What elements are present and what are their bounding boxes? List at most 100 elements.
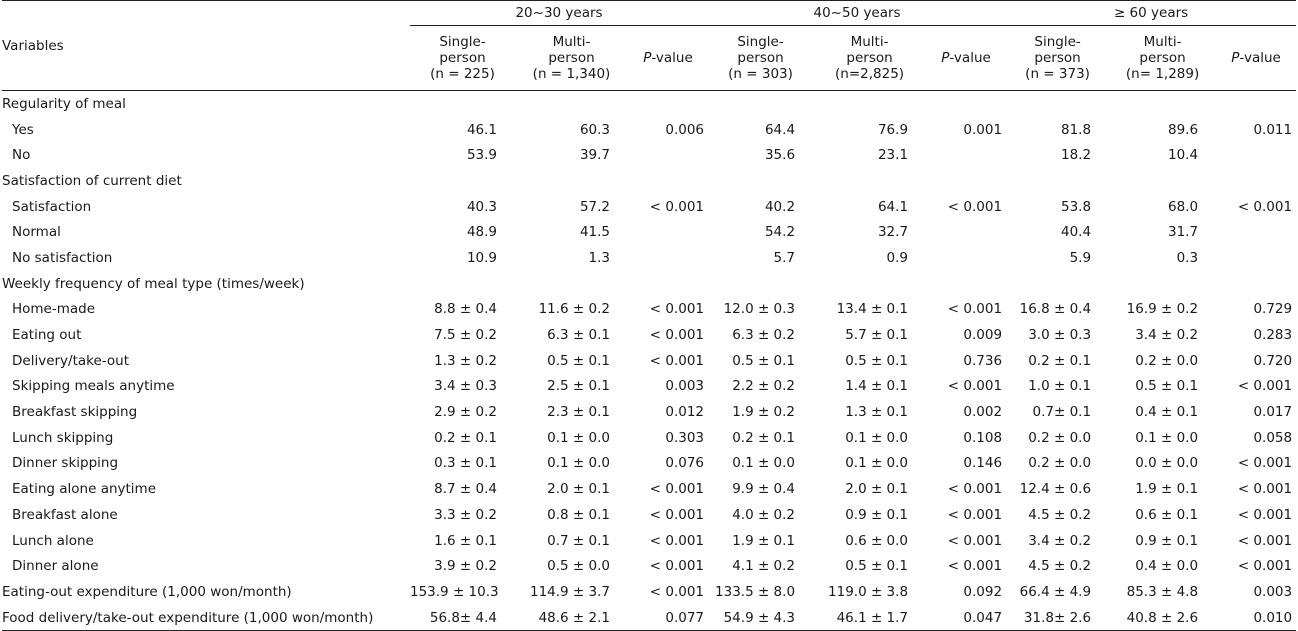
value-cell: 0.5 ± 0.1 <box>732 352 796 369</box>
value-cell: 31.8± 2.6 <box>1006 604 1110 631</box>
row-label: Normal <box>12 224 61 241</box>
p-value-cell: < 0.001 <box>649 198 705 215</box>
p-value-header: P-value <box>628 25 709 91</box>
p-value-label: P-value <box>941 50 991 66</box>
value-cell: 53.8 <box>1061 198 1092 215</box>
value-cell: 39.7 <box>579 147 610 164</box>
value-cell: 40.2 <box>764 198 796 215</box>
value-cell: 0.7± 0.1 <box>1032 404 1092 421</box>
row-label: Eating alone anytime <box>12 481 157 498</box>
value-cell: 1.3 ± 0.1 <box>845 404 909 421</box>
value-cell: 133.5 ± 8.0 <box>715 583 796 600</box>
section-label: Weekly frequency of meal type (times/wee… <box>2 275 305 292</box>
header-label-line: Single- <box>439 34 486 50</box>
p-value-cell: 0.077 <box>628 604 709 631</box>
value-cell: 0.4 ± 0.1 <box>1135 404 1199 421</box>
table-row: Breakfast alone 3.3 ± 0.2 0.8 ± 0.1 < 0.001… <box>2 502 1296 528</box>
value-cell: 8.8 ± 0.4 <box>434 301 497 318</box>
table-row: Satisfaction 40.3 57.2 < 0.001 40.2 64.1 < 0.0… <box>2 194 1296 220</box>
value-cell: 6.3 ± 0.2 <box>732 327 796 344</box>
p-value-cell: 0.047 <box>926 604 1007 631</box>
sample-size: (n= 1,289) <box>1125 66 1200 82</box>
sample-size: (n=2,825) <box>835 66 905 82</box>
header-label-line: person <box>1139 50 1186 66</box>
value-cell: 0.2 ± 0.0 <box>1028 429 1092 446</box>
table-row: Eating alone anytime 8.7 ± 0.4 2.0 ± 0.1 < … <box>2 476 1296 502</box>
value-cell: 0.2 ± 0.1 <box>434 429 497 446</box>
p-value-cell: 0.003 <box>665 378 705 395</box>
value-cell: 3.0 ± 0.3 <box>1028 327 1092 344</box>
p-value-cell: 0.002 <box>963 404 1003 421</box>
value-cell: 0.7 ± 0.1 <box>547 532 610 549</box>
value-cell: 35.6 <box>764 147 796 164</box>
p-value-cell <box>926 219 1006 245</box>
row-label: Skipping meals anytime <box>12 378 175 395</box>
table-row: No satisfaction 10.9 1.3 5.7 0.9 5.9 0.3 <box>2 245 1296 271</box>
value-cell: 0.5 ± 0.1 <box>547 352 610 369</box>
p-value-cell: < 0.001 <box>649 583 705 600</box>
value-cell: 0.1 ± 0.0 <box>845 455 909 472</box>
value-cell: 0.1 ± 0.0 <box>547 455 610 472</box>
p-value-cell: 0.006 <box>665 121 705 138</box>
p-value-cell: 0.010 <box>1216 604 1297 631</box>
p-value-cell <box>1216 142 1296 168</box>
p-value-cell: 0.303 <box>665 429 705 446</box>
household-type-header: Single-person (n = 225) <box>410 25 515 91</box>
value-cell: 1.3 <box>588 249 610 266</box>
age-group-header: 20~30 years <box>410 0 709 26</box>
value-cell: 0.5 ± 0.0 <box>547 558 610 575</box>
value-cell: 4.1 ± 0.2 <box>732 558 796 575</box>
section-label: Regularity of meal <box>2 95 126 112</box>
value-cell: 0.3 <box>1176 249 1199 266</box>
value-cell: 41.5 <box>579 224 610 241</box>
value-cell: 0.1 ± 0.0 <box>547 429 610 446</box>
header-label-line: Single- <box>1034 34 1081 50</box>
header-label-line: person <box>1034 50 1081 66</box>
value-cell: 0.6 ± 0.0 <box>845 532 909 549</box>
value-cell: 0.9 ± 0.1 <box>1135 532 1199 549</box>
p-value-cell <box>926 245 1006 271</box>
p-value-cell <box>628 219 708 245</box>
value-cell: 46.1 ± 1.7 <box>813 604 927 631</box>
value-cell: 18.2 <box>1061 147 1092 164</box>
value-cell: 0.5 ± 0.1 <box>1135 378 1199 395</box>
value-cell: 16.8 ± 0.4 <box>1019 301 1092 318</box>
sample-size: (n = 1,340) <box>532 66 611 82</box>
age-group-header: ≥ 60 years <box>1006 0 1297 26</box>
p-value-cell: 0.736 <box>963 352 1003 369</box>
value-cell: 40.8 ± 2.6 <box>1109 604 1217 631</box>
table-header: Variables 20~30 years 40~50 years ≥ 60 year… <box>2 0 1297 91</box>
table-row: Lunch alone 1.6 ± 0.1 0.7 ± 0.1 < 0.001 1.9 … <box>2 528 1296 554</box>
value-cell: 0.6 ± 0.1 <box>1135 506 1199 523</box>
age-group-header: 40~50 years <box>708 0 1007 26</box>
value-cell: 5.7 ± 0.1 <box>845 327 909 344</box>
value-cell: 0.2 ± 0.0 <box>1135 352 1199 369</box>
p-value-header: P-value <box>1216 25 1297 91</box>
p-value-cell: < 0.001 <box>1237 506 1293 523</box>
value-cell: 4.5 ± 0.2 <box>1028 506 1092 523</box>
household-type-header: Multi-person (n= 1,289) <box>1109 25 1217 91</box>
p-value-cell: < 0.001 <box>1237 455 1293 472</box>
value-cell: 32.7 <box>877 224 909 241</box>
p-value-cell <box>1216 245 1296 271</box>
row-label: Home-made <box>12 301 96 318</box>
value-cell: 3.4 ± 0.2 <box>1028 532 1092 549</box>
value-cell: 2.0 ± 0.1 <box>845 481 909 498</box>
household-type-header: Single-person (n = 303) <box>708 25 814 91</box>
row-label: Lunch skipping <box>12 429 114 446</box>
value-cell: 68.0 <box>1168 198 1199 215</box>
p-value-cell: 0.017 <box>1253 404 1293 421</box>
empty-cell <box>410 271 1296 297</box>
table-row: Skipping meals anytime 3.4 ± 0.3 2.5 ± 0.1… <box>2 374 1296 400</box>
header-label-line: person <box>846 50 893 66</box>
section-row: Regularity of meal <box>2 91 1296 117</box>
table-row: No 53.9 39.7 35.6 23.1 18.2 10.4 <box>2 142 1296 168</box>
value-cell: 0.0 ± 0.0 <box>1135 455 1199 472</box>
p-value-cell: < 0.001 <box>649 352 705 369</box>
value-cell: 10.4 <box>1168 147 1199 164</box>
p-value-cell: 0.009 <box>963 327 1003 344</box>
value-cell: 53.9 <box>466 147 497 164</box>
value-cell: 31.7 <box>1168 224 1199 241</box>
value-cell: 13.4 ± 0.1 <box>836 301 909 318</box>
